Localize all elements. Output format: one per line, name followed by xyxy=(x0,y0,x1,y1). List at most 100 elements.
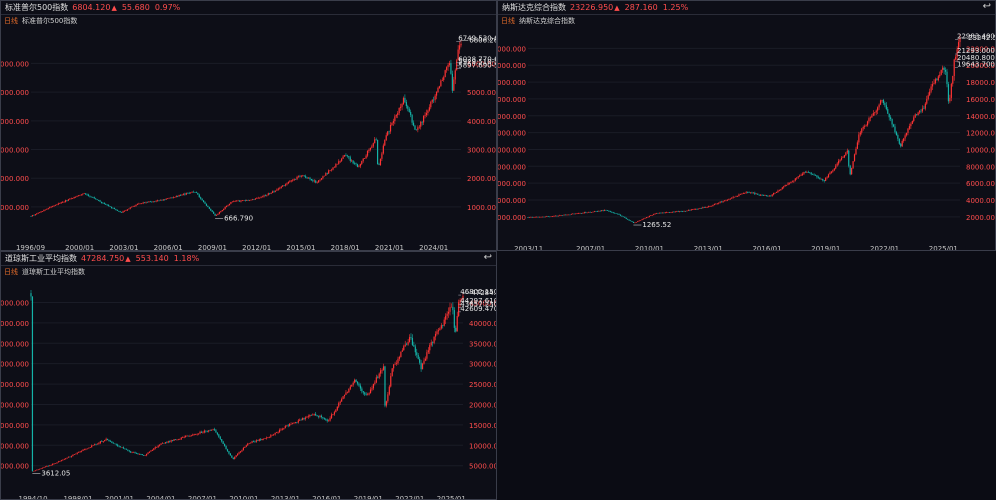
candle-body xyxy=(226,449,229,452)
candle-body xyxy=(150,450,152,452)
period-tag[interactable]: 日线 xyxy=(4,268,18,276)
candle-body xyxy=(293,178,295,181)
candle-body xyxy=(60,460,62,462)
candle-body xyxy=(382,145,384,154)
candle-body xyxy=(248,443,250,444)
candle-body xyxy=(801,173,804,175)
range-label: 44297.610-44848.150 xyxy=(460,297,497,305)
candle-body xyxy=(703,207,705,208)
candle-body xyxy=(33,470,35,472)
candle-body xyxy=(666,212,668,213)
candle-body xyxy=(151,201,153,203)
candle-body xyxy=(786,184,788,186)
empty-panel-area xyxy=(497,251,996,500)
candle-body xyxy=(219,436,221,440)
index-change: 553.140 xyxy=(135,254,169,263)
candle-body xyxy=(890,117,892,120)
candle-body xyxy=(722,201,724,203)
candle-body xyxy=(579,213,581,214)
candle-body xyxy=(251,441,253,443)
candle-body xyxy=(540,216,542,218)
candle-body xyxy=(31,215,34,217)
x-tick-label: 2009/01 xyxy=(198,244,227,251)
candle-body xyxy=(215,214,218,216)
candle-body xyxy=(179,194,182,196)
candle-body xyxy=(206,431,208,432)
candle-body xyxy=(716,203,718,205)
return-icon[interactable]: ↩ xyxy=(483,252,492,263)
candle-body xyxy=(446,313,448,316)
chart-panel-nasdaq: 纳斯达克综合指数 23226.950▲ 287.160 1.25% ↩ 日线 纳斯达克综… xyxy=(497,0,996,251)
candle-body xyxy=(267,193,269,195)
candle-body xyxy=(394,363,396,365)
candle-body xyxy=(93,444,96,445)
candle-body xyxy=(264,438,266,439)
candle-body xyxy=(237,200,239,202)
candle-body xyxy=(585,212,587,213)
range-label: 20480.800-20486.380 xyxy=(957,54,996,62)
candle-body xyxy=(105,438,107,441)
period-tag[interactable]: 日线 xyxy=(501,17,515,25)
candle-body xyxy=(336,163,338,165)
candle-body xyxy=(403,346,405,351)
panel-header: 标准普尔500指数 6804.120▲ 55.680 0.97% xyxy=(1,1,496,15)
y-tick-label-right: 15000.000 xyxy=(469,422,497,430)
y-tick-label-left: 10000.000 xyxy=(498,146,526,154)
candlestick-chart[interactable]: 6000.000 6000.000 5000.000 5000.000 4000.000… xyxy=(1,1,497,251)
candle-body xyxy=(270,192,272,194)
candle-body xyxy=(416,352,418,355)
candle-body xyxy=(838,160,840,164)
candle-body xyxy=(453,310,455,328)
candle-body xyxy=(358,166,360,168)
candle-body xyxy=(203,430,205,433)
candle-body xyxy=(297,176,300,177)
candle-body xyxy=(287,182,290,184)
candle-body xyxy=(185,192,187,195)
candlestick-chart[interactable]: 22000.000 22000.000 20000.000 20000.000 1800… xyxy=(498,1,996,251)
x-tick-label: 2004/01 xyxy=(146,495,175,500)
candle-body xyxy=(313,413,315,415)
y-tick-label-right: 16000.000 xyxy=(966,96,996,104)
candle-body xyxy=(183,436,185,438)
candle-body xyxy=(312,414,314,416)
candle-body xyxy=(697,208,700,210)
candle-body xyxy=(612,212,614,213)
panel-header: 纳斯达克综合指数 23226.950▲ 287.160 1.25% ↩ xyxy=(498,1,995,15)
candle-body xyxy=(413,344,415,347)
candle-body xyxy=(916,114,918,116)
candle-body xyxy=(745,192,747,193)
candle-body xyxy=(239,451,242,453)
candle-body xyxy=(833,168,835,171)
candle-body xyxy=(228,203,231,206)
candle-body xyxy=(438,86,441,88)
candle-body xyxy=(888,113,890,118)
candle-body xyxy=(243,200,245,201)
candle-body xyxy=(576,213,578,215)
candle-body xyxy=(302,175,304,177)
candle-body xyxy=(767,195,769,197)
candlestick-chart[interactable]: 45000.000 45000.000 40000.000 40000.000 3500… xyxy=(1,252,497,500)
candle-body xyxy=(189,435,191,437)
candle-body xyxy=(108,204,110,207)
candle-body xyxy=(281,428,283,430)
candle-body xyxy=(420,121,422,127)
candle-body xyxy=(694,208,697,210)
candle-body xyxy=(879,100,882,105)
candle-body xyxy=(197,433,200,435)
candle-body xyxy=(148,201,150,203)
candle-body xyxy=(371,388,373,390)
candle-body xyxy=(658,212,661,214)
candle-body xyxy=(221,210,223,212)
candle-body xyxy=(82,449,84,452)
candle-body xyxy=(905,132,908,136)
candle-body xyxy=(911,120,913,124)
candle-body xyxy=(87,194,90,196)
x-tick-label: 1994/10 xyxy=(19,495,48,500)
period-tag[interactable]: 日线 xyxy=(4,17,18,25)
candle-body xyxy=(376,140,379,165)
candle-body xyxy=(580,213,583,214)
candle-body xyxy=(927,95,929,100)
candle-body xyxy=(30,293,32,297)
return-icon[interactable]: ↩ xyxy=(982,1,991,12)
candle-body xyxy=(264,195,267,197)
